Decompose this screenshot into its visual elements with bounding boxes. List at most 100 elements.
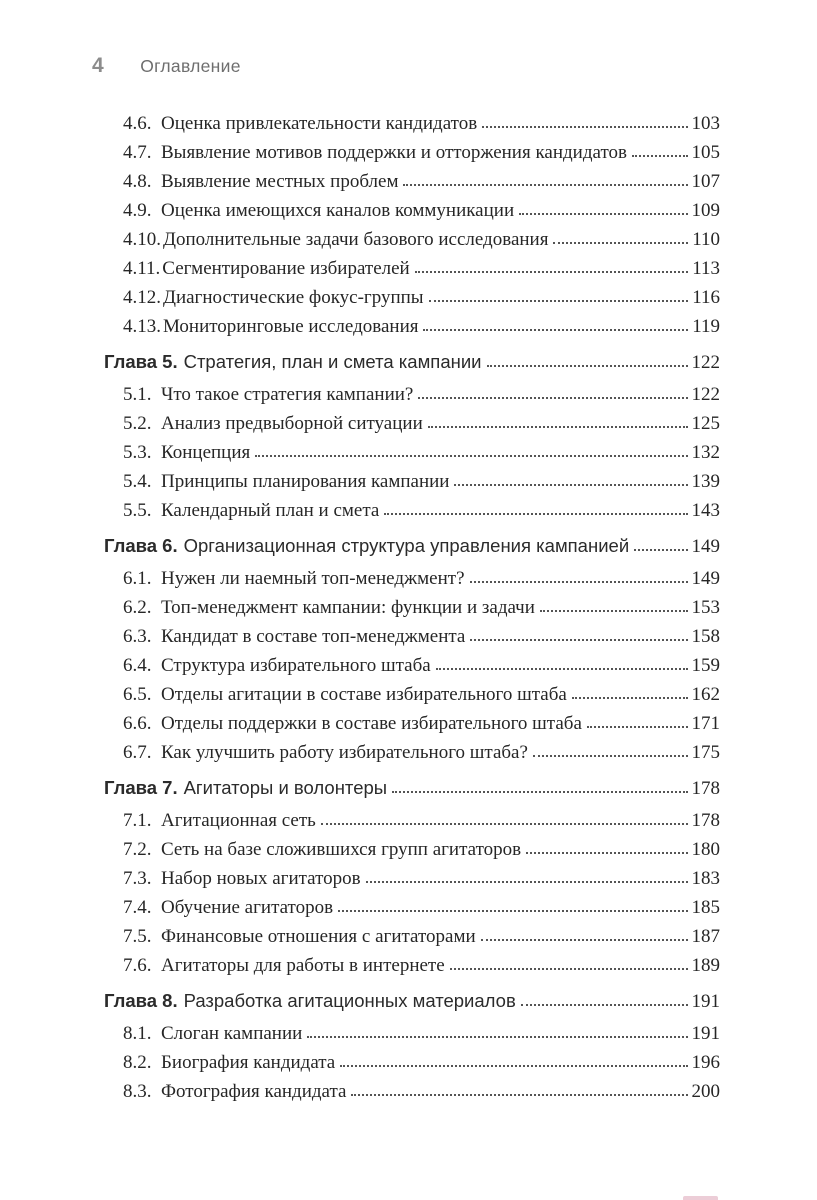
toc-item-row: 4.7. Выявление мотивов поддержки и отторж… xyxy=(104,138,720,167)
toc-item-title: Отделы агитации в составе избирательного… xyxy=(161,684,567,705)
chapter-label: Глава 6. xyxy=(104,535,178,556)
dot-leader xyxy=(470,639,688,641)
toc-item-page-number: 107 xyxy=(691,171,721,192)
toc-item-page-number: 187 xyxy=(691,926,721,947)
dot-leader xyxy=(519,213,688,215)
toc-item-number: 6.7. xyxy=(123,742,152,763)
toc-item-title: Выявление мотивов поддержки и отторжения… xyxy=(161,142,627,163)
cutoff-red-button-edge[interactable] xyxy=(683,1196,718,1200)
toc-item-number: 8.1. xyxy=(123,1023,152,1044)
dot-leader xyxy=(418,397,688,399)
toc-item-title: Выявление местных проблем xyxy=(161,171,399,192)
chapter-page-number: 191 xyxy=(691,991,721,1012)
dot-leader xyxy=(469,581,688,583)
toc-item-row: 8.2. Биография кандидата 196 xyxy=(104,1048,720,1077)
dot-leader xyxy=(480,939,688,941)
table-of-contents: 4.6. Оценка привлекательности кандидатов 1… xyxy=(104,109,720,1106)
toc-item-number: 6.6. xyxy=(123,713,152,734)
toc-item-title: Принципы планирования кампании xyxy=(161,471,450,492)
toc-item-page-number: 149 xyxy=(691,568,721,589)
toc-item-title: Структура избирательного штаба xyxy=(161,655,431,676)
toc-chapter-row: Глава 8. Разработка агитационных материал… xyxy=(104,986,720,1016)
toc-item-title: Агитаторы для работы в интернете xyxy=(161,955,445,976)
dot-leader xyxy=(553,242,689,244)
toc-item-title: Оценка привлекательности кандидатов xyxy=(161,113,478,134)
toc-item-page-number: 178 xyxy=(691,810,721,831)
dot-leader xyxy=(539,610,688,612)
toc-item-title: Агитационная сеть xyxy=(161,810,316,831)
toc-item-title: Анализ предвыборной ситуации xyxy=(161,413,423,434)
toc-item-page-number: 183 xyxy=(691,868,721,889)
toc-item-title: Дополнительные задачи базового исследова… xyxy=(163,229,549,250)
dot-leader xyxy=(482,126,688,128)
toc-item-page-number: 122 xyxy=(691,384,721,405)
toc-item-row: 4.6. Оценка привлекательности кандидатов 1… xyxy=(104,109,720,138)
dot-leader xyxy=(365,881,688,883)
toc-item-number: 5.2. xyxy=(123,413,152,434)
toc-item-number: 7.2. xyxy=(123,839,152,860)
toc-item-title: Обучение агитаторов xyxy=(161,897,334,918)
dot-leader xyxy=(571,697,688,699)
toc-item-number: 5.5. xyxy=(123,500,152,521)
chapter-page-number: 178 xyxy=(691,778,721,799)
dot-leader xyxy=(631,155,688,157)
toc-item-page-number: 110 xyxy=(692,229,720,250)
toc-item-title: Мониторинговые исследования xyxy=(163,316,419,337)
toc-item-title: Биография кандидата xyxy=(161,1052,336,1073)
toc-item-row: 6.5. Отделы агитации в составе избиратель… xyxy=(104,680,720,709)
chapter-page-number: 122 xyxy=(691,352,721,373)
dot-leader xyxy=(520,1004,688,1006)
chapter-title: Агитаторы и волонтеры xyxy=(183,777,388,798)
toc-item-row: 6.3. Кандидат в составе топ-менеджмента 15… xyxy=(104,622,720,651)
toc-item-page-number: 109 xyxy=(691,200,721,221)
toc-item-page-number: 143 xyxy=(691,500,721,521)
toc-item-title: Нужен ли наемный топ-менеджмент? xyxy=(161,568,465,589)
toc-item-number: 8.2. xyxy=(123,1052,152,1073)
toc-item-page-number: 189 xyxy=(691,955,721,976)
folio-page-number: 4 xyxy=(92,54,105,77)
toc-item-row: 5.1. Что такое стратегия кампании? 122 xyxy=(104,380,720,409)
chapter-label: Глава 5. xyxy=(104,351,178,372)
dot-leader xyxy=(392,791,688,793)
toc-item-page-number: 162 xyxy=(691,684,721,705)
toc-item-row: 5.3. Концепция 132 xyxy=(104,438,720,467)
toc-item-page-number: 105 xyxy=(691,142,721,163)
toc-item-number: 4.6. xyxy=(123,113,152,134)
toc-item-row: 5.5. Календарный план и смета 143 xyxy=(104,496,720,525)
toc-item-page-number: 200 xyxy=(691,1081,721,1102)
toc-item-number: 4.8. xyxy=(123,171,152,192)
running-head: 4 Оглавление xyxy=(92,54,241,78)
toc-item-page-number: 113 xyxy=(692,258,720,279)
toc-item-number: 7.5. xyxy=(123,926,152,947)
toc-item-page-number: 180 xyxy=(691,839,721,860)
toc-item-title: Кандидат в составе топ-менеджмента xyxy=(161,626,466,647)
dot-leader xyxy=(414,271,689,273)
toc-item-page-number: 132 xyxy=(691,442,721,463)
toc-item-number: 6.5. xyxy=(123,684,152,705)
chapter-label: Глава 8. xyxy=(104,990,178,1011)
toc-item-row: 6.2. Топ-менеджмент кампании: функции и з… xyxy=(104,593,720,622)
toc-item-row: 7.5. Финансовые отношения с агитаторами 18… xyxy=(104,922,720,951)
toc-item-row: 5.4. Принципы планирования кампании 139 xyxy=(104,467,720,496)
toc-item-row: 6.1. Нужен ли наемный топ-менеджмент? 149 xyxy=(104,564,720,593)
toc-item-page-number: 125 xyxy=(691,413,721,434)
dot-leader xyxy=(307,1036,688,1038)
toc-item-row: 4.10. Дополнительные задачи базового иссл… xyxy=(104,225,720,254)
toc-item-row: 5.2. Анализ предвыборной ситуации 125 xyxy=(104,409,720,438)
toc-item-page-number: 185 xyxy=(691,897,721,918)
dot-leader xyxy=(403,184,688,186)
toc-item-row: 7.2. Сеть на базе сложившихся групп агита… xyxy=(104,835,720,864)
running-head-title: Оглавление xyxy=(140,56,241,76)
toc-item-number: 8.3. xyxy=(123,1081,152,1102)
toc-item-number: 4.7. xyxy=(123,142,152,163)
chapter-title: Разработка агитационных материалов xyxy=(183,990,516,1011)
toc-item-page-number: 159 xyxy=(691,655,721,676)
toc-item-page-number: 116 xyxy=(692,287,720,308)
dot-leader xyxy=(526,852,688,854)
toc-chapter-row: Глава 5. Стратегия, план и смета кампании… xyxy=(104,347,720,377)
dot-leader xyxy=(427,426,688,428)
chapter-label: Глава 7. xyxy=(104,777,178,798)
toc-chapter-row: Глава 6. Организационная структура управл… xyxy=(104,531,720,561)
toc-item-page-number: 119 xyxy=(692,316,720,337)
toc-item-title: Сеть на базе сложившихся групп агитаторо… xyxy=(161,839,522,860)
